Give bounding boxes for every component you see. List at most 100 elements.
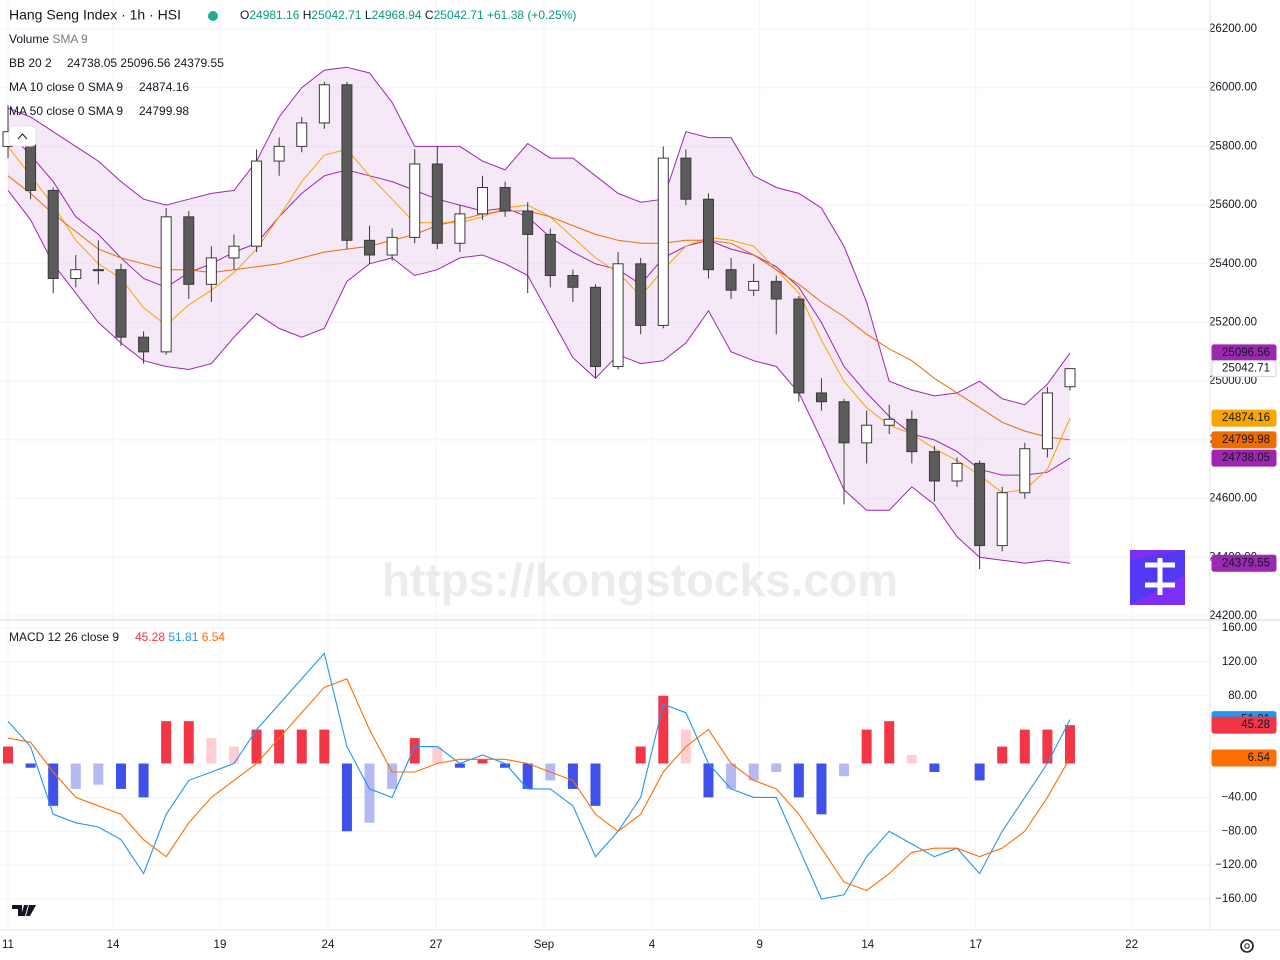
collapse-box[interactable] <box>8 125 37 147</box>
histogram-bar <box>183 721 194 764</box>
histogram-bar <box>48 763 59 806</box>
histogram-bar <box>1065 725 1075 764</box>
histogram-bar <box>658 695 669 764</box>
y-tick-label: 25400.00 <box>1209 258 1257 270</box>
y-tick-label: 26000.00 <box>1209 82 1257 94</box>
collapse-button[interactable] <box>8 125 37 147</box>
open-value: 24981.16 <box>249 8 299 22</box>
histogram-bar <box>93 763 104 785</box>
macd-legend[interactable]: MACD 12 26 close 9 <box>9 630 119 644</box>
candle-body <box>409 163 421 238</box>
histogram-bar <box>432 746 443 764</box>
candle-body <box>838 401 850 444</box>
close-value: 25042.71 <box>434 8 484 22</box>
histogram-bar <box>906 755 917 764</box>
symbol-title[interactable]: Hang Seng Index · 1h · HSI <box>9 7 181 23</box>
macd-line <box>7 652 1071 900</box>
candle-body <box>431 163 443 244</box>
histogram-bar <box>364 763 375 823</box>
ma-line <box>7 146 1071 494</box>
y-tick-label: −40.00 <box>1222 791 1258 803</box>
candle-body <box>205 257 217 285</box>
price-badge-label: 25096.56 <box>1222 347 1270 359</box>
histogram-bar <box>839 763 850 777</box>
histogram-bar <box>590 763 601 806</box>
signal-value: 6.54 <box>202 630 226 644</box>
ma10-value: 24874.16 <box>139 80 189 94</box>
price-badge <box>1211 554 1277 572</box>
histogram-bar <box>500 763 511 768</box>
brand-glyph <box>1145 558 1175 595</box>
candle-body <box>70 269 82 279</box>
candle-body <box>1064 368 1076 388</box>
histogram-bar <box>861 729 872 764</box>
ma10-legend[interactable]: MA 10 close 0 SMA 9 <box>9 80 123 94</box>
y-tick-label: −120.00 <box>1215 859 1257 871</box>
histogram-bar <box>228 746 239 764</box>
high-label: H <box>303 8 312 22</box>
candle-body <box>138 336 150 353</box>
candle-body <box>228 245 240 259</box>
histogram-bar <box>115 763 126 789</box>
price-badge <box>1211 449 1277 467</box>
histogram-bar <box>522 763 533 789</box>
histogram-bar <box>70 763 81 789</box>
histogram-bar <box>771 763 782 772</box>
candle-body <box>589 286 601 368</box>
volume-legend[interactable]: Volume SMA 9 <box>9 32 88 46</box>
candle-body <box>567 275 579 288</box>
price-badge-label: 24874.16 <box>1222 412 1270 424</box>
candle-body <box>883 418 895 426</box>
x-tick-label: 19 <box>214 939 227 951</box>
x-tick-label: 11 <box>2 939 14 951</box>
ma50-value: 24799.98 <box>139 104 189 118</box>
price-badge-label: 6.54 <box>1248 752 1271 764</box>
histogram-bar <box>477 759 488 764</box>
legend: Hang Seng Index · 1h · HSI O24981.16 H 25… <box>8 7 576 644</box>
candle-body <box>454 213 466 244</box>
hist-value: 45.28 <box>135 630 165 644</box>
candle-body <box>951 462 963 482</box>
candle-body <box>499 186 511 212</box>
low-label: L <box>365 8 372 22</box>
open-label: O <box>240 8 249 22</box>
badge-layer: 24738.05 25096.56 24379.55 24874.16 24799.98… <box>1211 344 1277 767</box>
gear-center <box>1244 943 1250 949</box>
candle-body <box>318 84 330 124</box>
histogram-bar <box>25 763 36 768</box>
histogram-bar <box>567 763 578 789</box>
logo-glyph <box>12 905 36 916</box>
candle-body <box>657 157 669 326</box>
ma50-legend[interactable]: MA 50 close 0 SMA 9 <box>9 104 123 118</box>
candle-body <box>635 263 647 326</box>
tv-logo[interactable] <box>12 905 36 916</box>
bb-legend[interactable]: BB 20 2 <box>9 56 52 70</box>
candle-body <box>522 210 534 235</box>
gear-ring <box>1240 939 1254 953</box>
candle-body <box>544 233 556 277</box>
x-tick-label: 14 <box>861 939 874 951</box>
settings-button[interactable] <box>1240 939 1254 953</box>
candle-body <box>770 280 782 300</box>
bb-values: 24738.05 25096.56 24379.55 <box>67 56 224 70</box>
y-tick-label: 160.00 <box>1222 622 1257 634</box>
histogram-bar <box>726 763 737 789</box>
histogram-bar <box>635 746 646 764</box>
y-tick-label: 120.00 <box>1222 656 1257 668</box>
y-tick-label: 25600.00 <box>1209 199 1257 211</box>
candle-body <box>251 160 263 247</box>
x-tick-label: 4 <box>649 939 656 951</box>
bb-upper: 25096.56 <box>120 56 170 70</box>
price-badge-label: 24379.55 <box>1222 557 1270 569</box>
candle-body <box>928 451 940 482</box>
candle-body <box>341 84 353 241</box>
histogram-bar <box>3 746 13 764</box>
market-status[interactable] <box>208 11 218 21</box>
close-label: C <box>425 8 434 22</box>
histogram-bar <box>793 763 804 798</box>
collapse-arrow <box>17 133 28 140</box>
y-tick-label: 24600.00 <box>1209 493 1257 505</box>
candle-body <box>273 145 285 162</box>
candle-body <box>702 198 714 271</box>
